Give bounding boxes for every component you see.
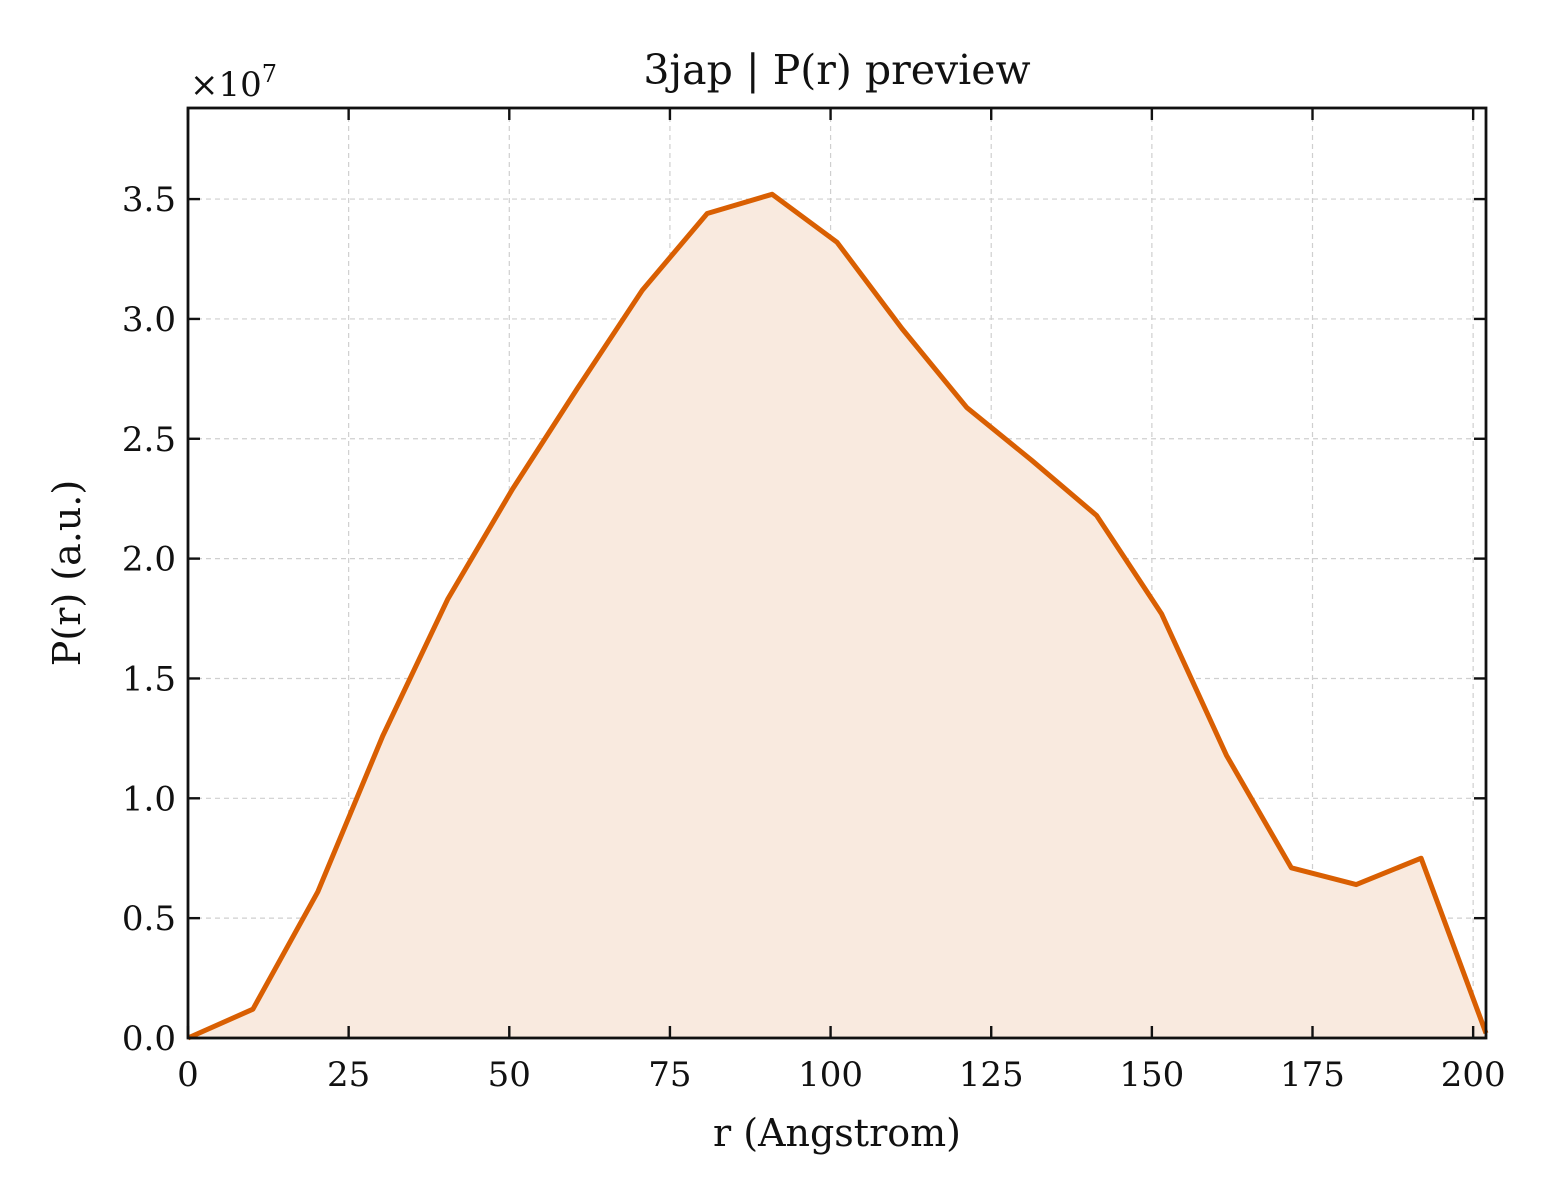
x-tick-label: 125: [959, 1055, 1024, 1095]
x-tick-label: 200: [1441, 1055, 1506, 1095]
x-tick-label: 25: [327, 1055, 370, 1095]
x-tick-label: 100: [798, 1055, 863, 1095]
y-tick-label: 3.0: [122, 300, 176, 340]
y-tick-label: 0.0: [122, 1019, 176, 1059]
y-tick-label: 2.5: [122, 420, 176, 460]
area-fill: [188, 194, 1486, 1039]
x-tick-label: 150: [1119, 1055, 1184, 1095]
y-tick-label: 3.5: [122, 180, 176, 220]
y-axis-label: P(r) (a.u.): [45, 480, 89, 666]
chart-title: 3jap | P(r) preview: [643, 46, 1030, 94]
y-multiplier-exponent: 7: [262, 60, 277, 88]
y-tick-label: 2.0: [122, 540, 176, 580]
plot-frame: [186, 106, 1488, 1040]
x-tick-label: 75: [648, 1055, 691, 1095]
x-tick-label: 0: [177, 1055, 199, 1095]
y-tick-label: 1.0: [122, 779, 176, 819]
y-tick-label: 1.5: [122, 659, 176, 699]
y-multiplier-base: ×10: [190, 65, 262, 105]
x-axis-label: r (Angstrom): [713, 1111, 961, 1155]
y-axis-multiplier: ×107: [190, 60, 277, 105]
x-tick-label: 175: [1280, 1055, 1345, 1095]
x-tick-label: 50: [488, 1055, 531, 1095]
y-tick-label: 0.5: [122, 899, 176, 939]
series-line: [186, 191, 1489, 1041]
ticks: 0 25 50 75 100 125 150 175 200 0.0 0.5 1.0 1.5 2.0 2.5…: [122, 108, 1506, 1095]
